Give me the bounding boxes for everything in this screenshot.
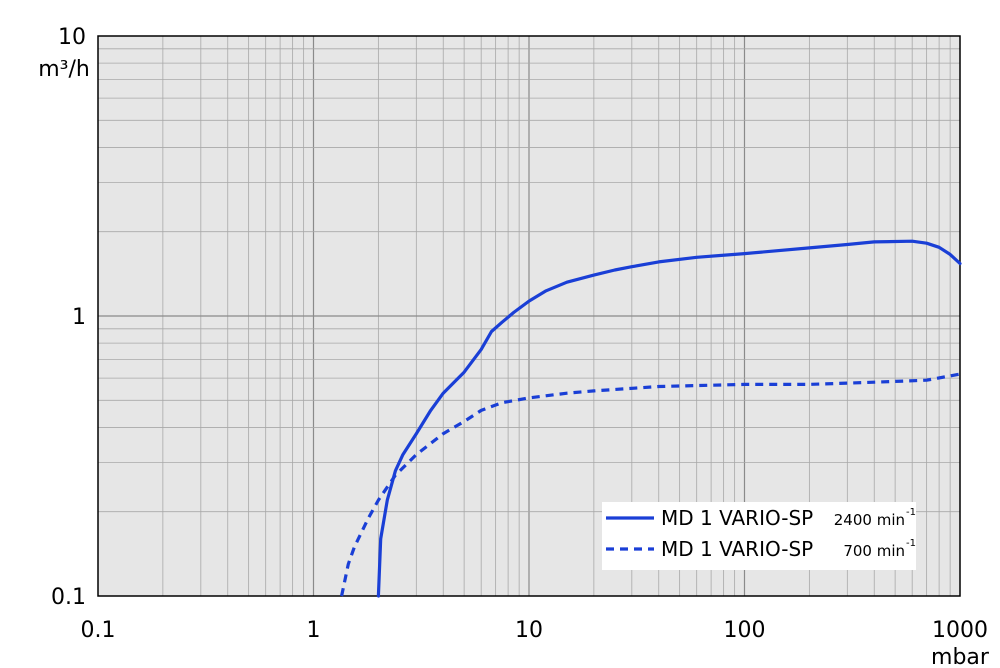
- y-tick-label: 0.1: [51, 585, 86, 610]
- x-axis-ticks: 0.1 1 10 100 1000: [81, 618, 989, 643]
- legend-speed-exponent: -1: [906, 538, 916, 549]
- series-curves: [340, 239, 962, 598]
- series-line-700: [340, 372, 961, 597]
- x-tick-label: 100: [724, 618, 766, 643]
- x-tick-label: 10: [515, 618, 543, 643]
- y-axis-unit: m³/h: [38, 57, 90, 82]
- x-tick-label: 0.1: [81, 618, 116, 643]
- legend-label: MD 1 VARIO-SP: [661, 506, 813, 530]
- y-tick-label: 10: [58, 25, 86, 50]
- x-tick-label: 1: [307, 618, 321, 643]
- legend-speed: 2400 min: [834, 511, 905, 529]
- x-axis-unit: mbar: [931, 645, 990, 668]
- plot-frame: [97, 35, 961, 597]
- legend-speed-exponent: -1: [906, 507, 916, 518]
- legend-label: MD 1 VARIO-SP: [661, 537, 813, 561]
- legend-speed: 700 min: [843, 542, 905, 560]
- y-tick-label: 1: [72, 305, 86, 330]
- x-tick-label: 1000: [932, 618, 988, 643]
- y-axis-ticks: 0.1 1 10: [51, 25, 86, 610]
- series-line-2400: [376, 239, 962, 598]
- legend-box: [602, 502, 916, 570]
- legend: MD 1 VARIO-SP 2400 min -1 MD 1 VARIO-SP 700 …: [602, 502, 916, 570]
